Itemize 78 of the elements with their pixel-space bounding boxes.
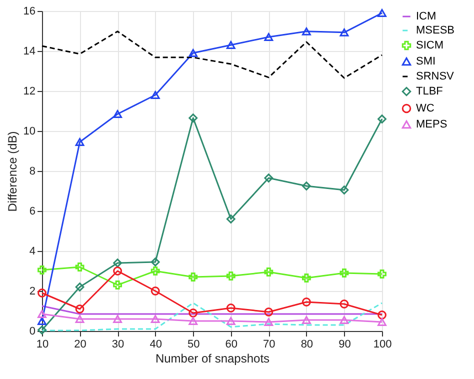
point	[226, 214, 236, 224]
point	[340, 186, 349, 194]
point	[302, 27, 311, 36]
x-tick-label: 30	[112, 338, 124, 350]
legend-label: MEPS	[416, 118, 448, 130]
point	[226, 272, 236, 280]
point	[264, 318, 274, 326]
point	[378, 318, 386, 326]
point	[264, 33, 274, 41]
point	[188, 49, 198, 57]
legend-label: ICM	[416, 10, 436, 22]
x-tick-label: 70	[263, 338, 276, 350]
x-axis-title: Number of snapshots	[155, 352, 270, 366]
y-tick-label: 0	[29, 326, 36, 338]
point	[264, 268, 274, 276]
point	[150, 315, 160, 323]
y-tick-label: 12	[23, 86, 36, 98]
legend-label: MSESB	[416, 24, 455, 36]
point	[340, 268, 349, 278]
legend-label: SMI	[416, 56, 436, 68]
point	[75, 315, 84, 323]
y-tick-label: 4	[29, 246, 36, 258]
point	[378, 114, 386, 124]
point	[378, 9, 386, 17]
point	[113, 315, 122, 323]
point	[75, 262, 84, 272]
point	[113, 258, 122, 268]
point	[150, 266, 160, 276]
point	[340, 316, 349, 324]
point	[188, 114, 198, 122]
x-tick-label: 80	[300, 338, 314, 350]
x-tick-label: 100	[373, 338, 392, 350]
point	[340, 300, 349, 308]
point	[302, 298, 311, 306]
y-tick-label: 10	[23, 126, 36, 138]
point	[38, 310, 46, 318]
legend-label: SICM	[416, 40, 444, 52]
x-tick-label: 90	[338, 338, 351, 350]
y-axis-title: Difference (dB)	[5, 131, 20, 212]
y-tick-label: 2	[29, 286, 36, 298]
legend-label: WC	[416, 102, 434, 114]
y-tick-label: 8	[29, 166, 36, 178]
point	[188, 272, 198, 282]
legend-label: TLBF	[416, 86, 444, 98]
point	[75, 138, 84, 146]
y-tick-label: 16	[23, 6, 36, 18]
point	[75, 304, 84, 314]
point	[150, 91, 160, 99]
point	[340, 28, 349, 36]
x-tick-label: 20	[74, 338, 86, 350]
point	[188, 317, 198, 325]
point	[302, 316, 311, 324]
x-tick-label: 40	[150, 338, 162, 350]
point	[113, 110, 122, 118]
point	[378, 310, 386, 320]
point	[302, 182, 311, 190]
x-tick-label: 50	[187, 338, 200, 350]
point	[264, 174, 274, 182]
point	[150, 286, 160, 296]
point	[226, 41, 236, 49]
point	[113, 266, 122, 276]
point	[378, 270, 386, 278]
point	[188, 308, 198, 318]
point	[113, 280, 122, 290]
y-tick-label: 14	[23, 46, 36, 58]
point	[150, 258, 160, 266]
point	[38, 288, 46, 298]
point	[302, 274, 311, 282]
y-tick-label: 6	[29, 206, 36, 218]
point	[264, 308, 274, 316]
x-tick-label: 60	[225, 338, 238, 350]
point	[226, 317, 236, 325]
point	[226, 304, 236, 312]
point	[75, 282, 84, 292]
line-series	[41, 30, 383, 79]
legend-label: SRNSV	[416, 70, 455, 82]
point	[38, 317, 46, 325]
point	[38, 266, 46, 274]
